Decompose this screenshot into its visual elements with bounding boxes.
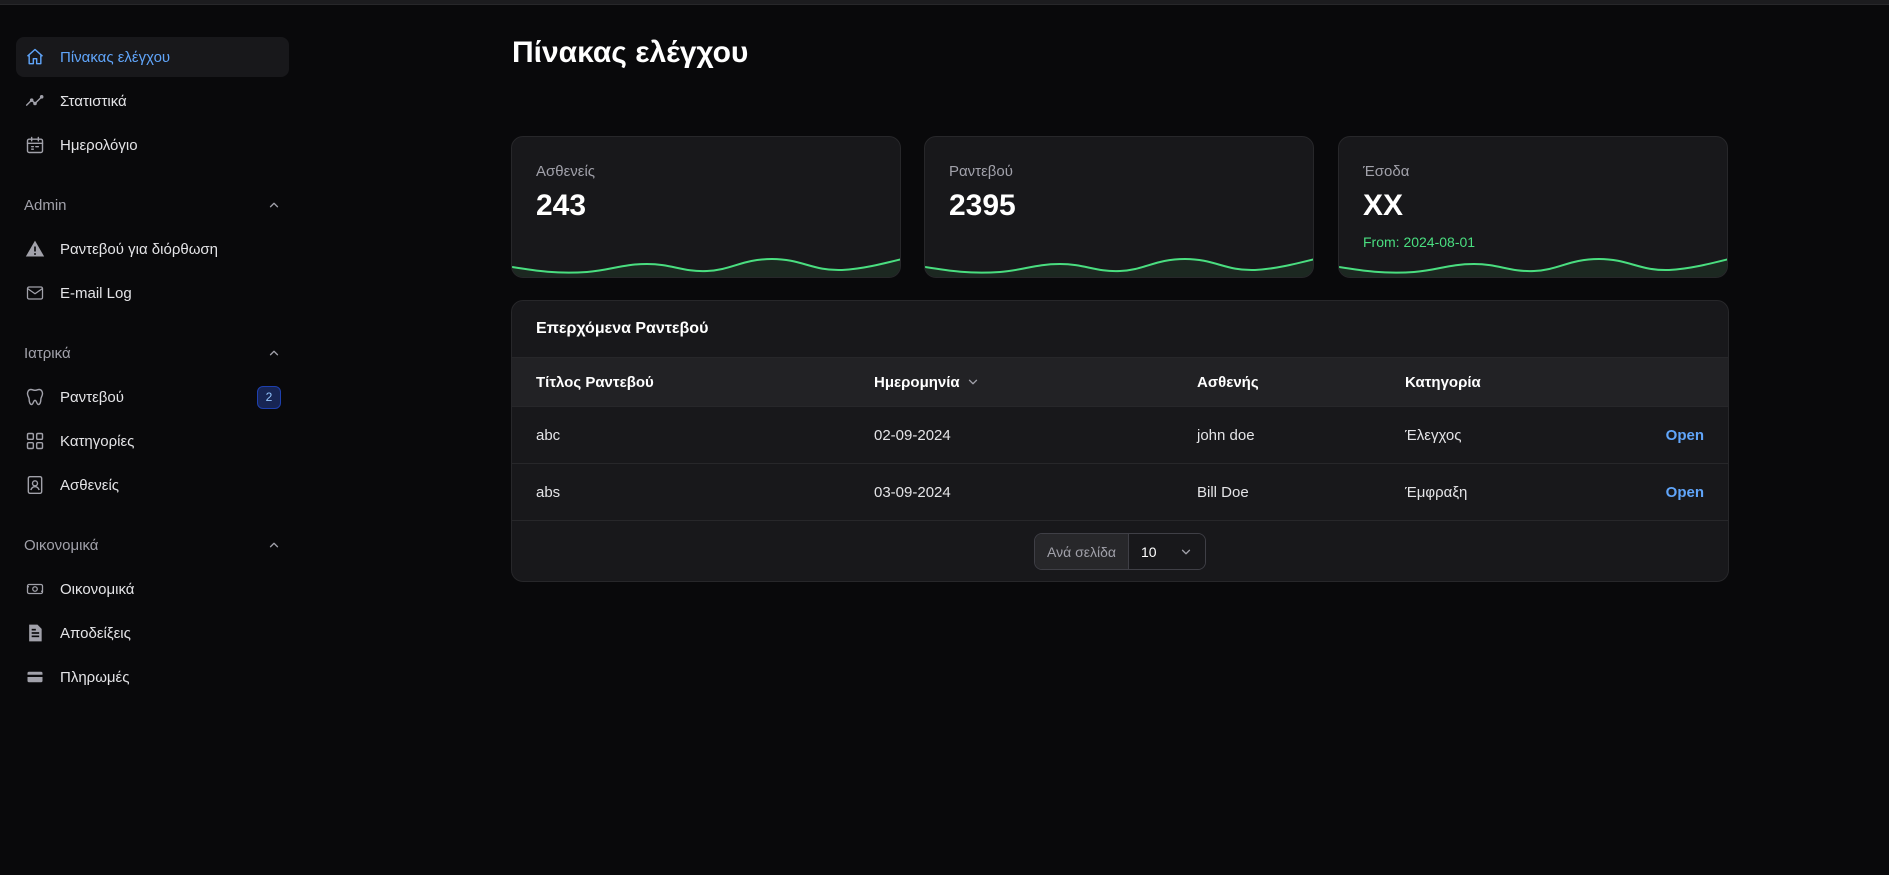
- top-border: [0, 0, 1889, 5]
- warning-icon: [24, 238, 46, 260]
- count-badge: 2: [257, 385, 281, 409]
- calendar-icon: [24, 134, 46, 156]
- stat-value: XX: [1363, 189, 1404, 222]
- stat-description: From: 2024-08-01: [1363, 234, 1476, 250]
- table-row: abs 03-09-2024 Bill Doe Έμφραξη Open: [512, 464, 1728, 521]
- stat-label: Ραντεβού: [949, 163, 1013, 180]
- sidebar: Πίνακας ελέγχου Στατιστικά Ημερολόγιο Ad…: [16, 37, 289, 701]
- cell-title: abs: [536, 483, 561, 501]
- chevron-up-icon: [267, 538, 281, 552]
- credit-card-icon: [24, 666, 46, 688]
- column-header-title: Τίτλος Ραντεβού: [536, 373, 654, 391]
- sidebar-group-medical[interactable]: Ιατρικά: [16, 333, 289, 373]
- sidebar-item-label: Πληρωμές: [60, 668, 130, 686]
- sidebar-group-admin[interactable]: Admin: [16, 185, 289, 225]
- pagination: Ανά σελίδα 10: [512, 521, 1728, 581]
- table-heading: Επερχόμενα Ραντεβού: [512, 301, 1728, 358]
- column-header-label: Ημερομηνία: [874, 373, 960, 391]
- upcoming-appointments-table: Επερχόμενα Ραντεβού Τίτλος Ραντεβού Ημερ…: [511, 300, 1729, 582]
- stat-value: 243: [536, 189, 587, 222]
- stat-label: Ασθενείς: [536, 163, 596, 180]
- cell-category: Έμφραξη: [1405, 483, 1468, 501]
- table-row: abc 02-09-2024 john doe Έλεγχος Open: [512, 407, 1728, 464]
- sidebar-group-finance[interactable]: Οικονομικά: [16, 525, 289, 565]
- cell-date: 02-09-2024: [874, 426, 951, 444]
- chevron-down-icon: [966, 375, 980, 389]
- sidebar-item-appointments[interactable]: Ραντεβού 2: [16, 377, 289, 417]
- cell-date: 03-09-2024: [874, 483, 951, 501]
- cell-category: Έλεγχος: [1405, 426, 1462, 444]
- sidebar-item-email-log[interactable]: E-mail Log: [16, 273, 289, 313]
- banknote-icon: [24, 578, 46, 600]
- sidebar-item-finance[interactable]: Οικονομικά: [16, 569, 289, 609]
- sidebar-item-appointments-to-fix[interactable]: Ραντεβού για διόρθωση: [16, 229, 289, 269]
- sidebar-item-statistics[interactable]: Στατιστικά: [16, 81, 289, 121]
- sidebar-item-label: E-mail Log: [60, 284, 132, 302]
- envelope-icon: [24, 282, 46, 304]
- trend-icon: [24, 90, 46, 112]
- grid-icon: [24, 430, 46, 452]
- id-card-icon: [24, 474, 46, 496]
- cell-title: abc: [536, 426, 561, 444]
- chevron-up-icon: [267, 198, 281, 212]
- per-page-select[interactable]: 10: [1128, 534, 1205, 569]
- table-header-row: Τίτλος Ραντεβού Ημερομηνία Ασθενής Κατηγ…: [512, 358, 1728, 407]
- stat-label: Έσοδα: [1363, 163, 1410, 180]
- stat-card-appointments: Ραντεβού 2395: [924, 136, 1314, 278]
- sidebar-item-dashboard[interactable]: Πίνακας ελέγχου: [16, 37, 289, 77]
- chevron-down-icon: [1179, 545, 1193, 559]
- sidebar-item-label: Ασθενείς: [60, 476, 120, 494]
- sidebar-item-receipts[interactable]: Αποδείξεις: [16, 613, 289, 653]
- open-link[interactable]: Open: [1665, 483, 1704, 501]
- page-title: Πίνακας ελέγχου: [512, 36, 749, 69]
- sidebar-group-label: Admin: [24, 196, 67, 214]
- home-icon: [24, 46, 46, 68]
- sidebar-group-label: Οικονομικά: [24, 536, 99, 554]
- sidebar-item-calendar[interactable]: Ημερολόγιο: [16, 125, 289, 165]
- per-page-value: 10: [1140, 543, 1157, 560]
- column-header-category: Κατηγορία: [1405, 373, 1481, 391]
- sidebar-item-label: Πίνακας ελέγχου: [60, 48, 171, 66]
- sidebar-item-label: Ραντεβού: [60, 388, 124, 406]
- stat-card-patients: Ασθενείς 243: [511, 136, 901, 278]
- sidebar-item-patients[interactable]: Ασθενείς: [16, 465, 289, 505]
- sidebar-item-label: Ραντεβού για διόρθωση: [60, 240, 219, 258]
- sparkline-chart: [1339, 257, 1727, 277]
- cell-patient: Bill Doe: [1197, 483, 1249, 501]
- receipt-icon: [24, 622, 46, 644]
- sparkline-chart: [512, 257, 900, 277]
- cell-patient: john doe: [1197, 426, 1255, 444]
- open-link[interactable]: Open: [1665, 426, 1704, 444]
- column-header-patient: Ασθενής: [1197, 373, 1259, 391]
- sidebar-item-label: Οικονομικά: [60, 580, 135, 598]
- per-page-label: Ανά σελίδα: [1035, 534, 1129, 569]
- tooth-icon: [24, 386, 46, 408]
- per-page-control: Ανά σελίδα 10: [1034, 533, 1206, 570]
- sidebar-item-label: Ημερολόγιο: [60, 136, 138, 154]
- stat-value: 2395: [949, 189, 1016, 222]
- sidebar-item-categories[interactable]: Κατηγορίες: [16, 421, 289, 461]
- sidebar-item-payments[interactable]: Πληρωμές: [16, 657, 289, 697]
- sidebar-group-label: Ιατρικά: [24, 344, 71, 362]
- column-header-date[interactable]: Ημερομηνία: [874, 374, 1197, 391]
- chevron-up-icon: [267, 346, 281, 360]
- sidebar-item-label: Αποδείξεις: [60, 624, 131, 642]
- stat-card-revenue: Έσοδα XX From: 2024-08-01: [1338, 136, 1728, 278]
- sparkline-chart: [925, 257, 1313, 277]
- sidebar-item-label: Κατηγορίες: [60, 432, 135, 450]
- sidebar-item-label: Στατιστικά: [60, 92, 127, 110]
